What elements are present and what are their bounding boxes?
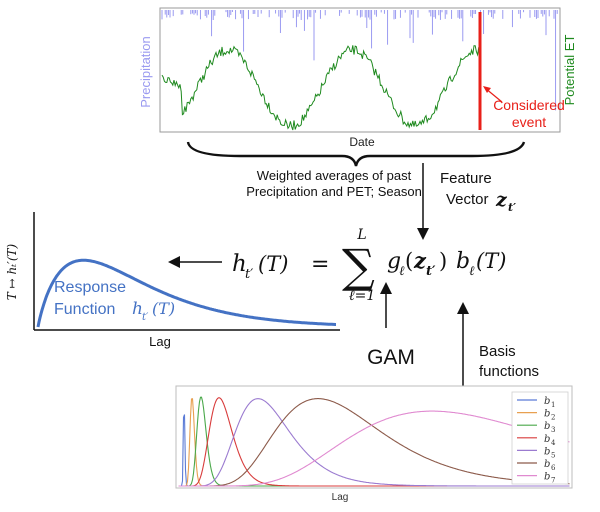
response-x-axis-label: Lag	[149, 334, 171, 349]
event-annotation-line1: Considered	[493, 97, 565, 113]
eq-b: b	[456, 249, 470, 274]
legend-label: b	[544, 396, 550, 407]
basis-curve	[178, 410, 570, 487]
feature-label: Feature	[440, 170, 492, 187]
legend-label-subscript: 7	[551, 477, 555, 485]
event-arrowhead	[483, 86, 491, 93]
legend-label-subscript: 2	[551, 414, 555, 422]
eq-sum-lower: ℓ=1	[349, 288, 375, 304]
pet-axis-label: Potential ET	[562, 35, 577, 106]
eq-sigma: ∑	[342, 239, 375, 293]
eq-b-argument: (T)	[476, 249, 506, 273]
legend-label-subscript: 6	[551, 464, 556, 472]
basis-legend: b 1b 2b 3b 4b 5b 6b 7	[517, 396, 556, 485]
legend-label: b	[544, 459, 550, 470]
top-timeseries-chart: Considered event Precipitation Potential…	[138, 7, 577, 149]
legend-label-subscript: 3	[551, 426, 555, 434]
eq-z: z	[413, 248, 427, 273]
basis-up-arrowhead	[457, 302, 469, 314]
output-arrowhead	[168, 256, 180, 268]
gam-label: GAM	[367, 346, 415, 369]
response-label-line2: Function	[54, 301, 115, 318]
eq-b-subscript: ℓ	[469, 264, 475, 279]
brace-caption-line1: Weighted averages of past	[257, 168, 412, 183]
precipitation-series	[161, 10, 558, 111]
eq-h-subscript: t′	[245, 267, 253, 282]
legend-label-subscript: 5	[551, 451, 555, 459]
feature-vector-subscript: t′	[508, 201, 516, 214]
response-label-subscript: t′	[142, 312, 149, 323]
basis-curve	[178, 398, 570, 487]
eq-z-subscript: t′	[426, 264, 436, 279]
event-annotation-line2: event	[512, 114, 546, 130]
basis-label-line2: functions	[479, 363, 539, 380]
feature-down-arrowhead	[417, 228, 429, 240]
response-label-h: h	[132, 299, 143, 319]
basis-label-line1: Basis	[479, 343, 516, 360]
legend-label-subscript: 1	[551, 401, 555, 409]
curly-brace	[186, 141, 526, 167]
legend-label-subscript: 4	[551, 439, 556, 447]
gam-up-arrowhead	[380, 282, 392, 294]
legend-label: b	[544, 434, 550, 445]
eq-g-subscript: ℓ	[399, 264, 405, 279]
basis-curve	[178, 398, 570, 487]
response-y-axis-label: T ↦ hₜ′(T)	[5, 243, 19, 300]
response-curve	[36, 258, 336, 328]
response-label-argument: (T)	[152, 299, 175, 318]
eq-sum-upper: L	[356, 227, 366, 243]
legend-label: b	[544, 446, 550, 457]
eq-h-argument: (T)	[258, 252, 288, 276]
legend-label: b	[544, 421, 550, 432]
legend-label: b	[544, 409, 550, 420]
response-label-line1: Response	[54, 279, 126, 296]
top-chart-frame	[159, 7, 561, 133]
basis-functions-chart: b 1b 2b 3b 4b 5b 6b 7 Lag	[175, 385, 573, 503]
basis-x-axis-label: Lag	[332, 492, 349, 503]
legend-label: b	[544, 472, 550, 483]
feature-vector-symbol: z	[495, 189, 508, 211]
basis-curves	[178, 396, 570, 487]
eq-open-paren: (	[405, 249, 413, 273]
basis-chart-frame	[175, 385, 573, 489]
eq-close-paren: )	[439, 249, 447, 273]
eq-h: h	[232, 251, 247, 277]
date-axis-label: Date	[349, 135, 375, 149]
response-function-chart: T ↦ hₜ′(T) Lag Response Function h t′ (T…	[5, 212, 340, 349]
vector-label: Vector	[446, 191, 489, 208]
pet-series	[161, 45, 480, 131]
precipitation-axis-label: Precipitation	[138, 36, 153, 108]
gam-equation: h t′ (T) = ∑ L ℓ=1 g ℓ ( z t′ ) b ℓ (T)	[232, 227, 506, 304]
brace-caption-line2: Precipitation and PET; Season	[246, 184, 422, 199]
eq-equals: =	[311, 252, 329, 277]
eq-g: g	[387, 249, 401, 274]
